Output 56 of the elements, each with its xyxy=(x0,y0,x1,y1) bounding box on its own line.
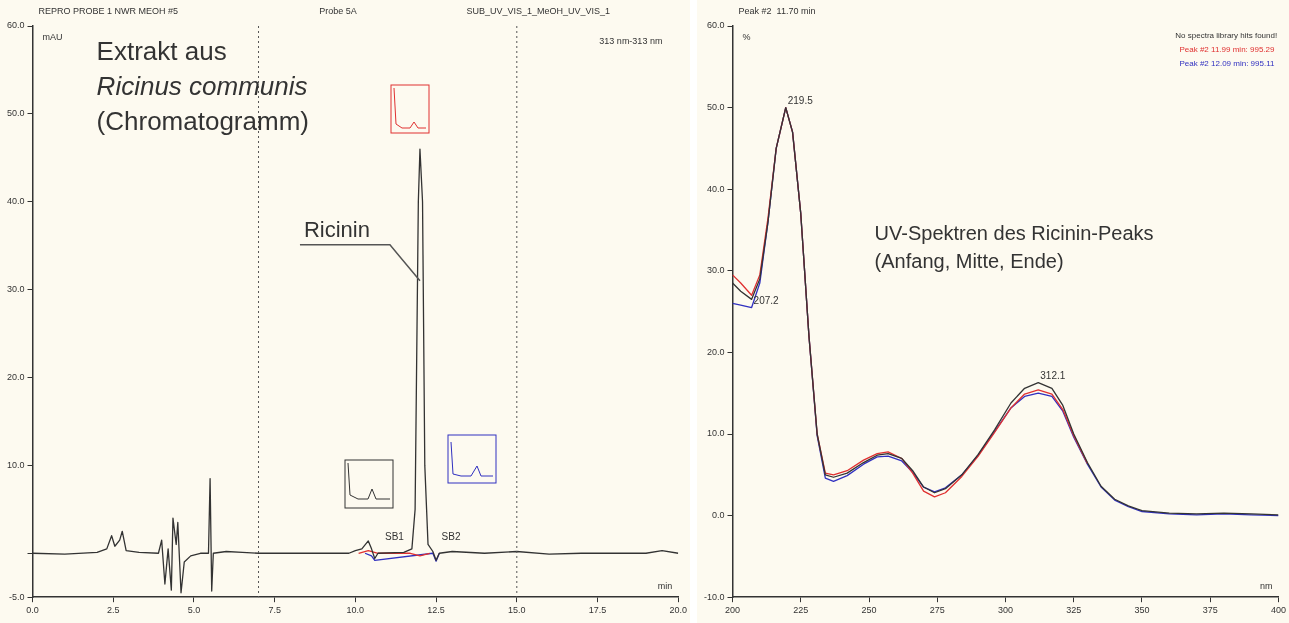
y-tick-label: 10.0 xyxy=(706,428,725,439)
y-tick-label: -5.0 xyxy=(9,591,25,602)
x-tick-label: 350 xyxy=(1134,605,1150,616)
annotation: Ricinin xyxy=(303,216,370,242)
y-axis-title: mAU xyxy=(42,32,63,42)
text: SUB_UV_VIS_1_MeOH_UV_VIS_1 xyxy=(466,6,610,16)
y-tick-label: 60.0 xyxy=(6,20,25,31)
annotation: (Anfang, Mitte, Ende) xyxy=(874,250,1064,272)
y-axis-title: % xyxy=(742,32,751,42)
x-axis-title: min xyxy=(657,581,673,592)
x-tick-label: 325 xyxy=(1066,605,1082,616)
annotation: 313 nm-313 nm xyxy=(599,36,663,46)
y-tick-label: 0.0 xyxy=(712,510,725,521)
x-tick-label: 10.0 xyxy=(346,605,365,616)
y-tick-label: 40.0 xyxy=(6,196,25,207)
x-tick-label: 5.0 xyxy=(187,605,201,616)
y-tick-label: 60.0 xyxy=(706,20,725,31)
x-tick-label: 300 xyxy=(997,605,1014,616)
annotation: (Chromatogramm) xyxy=(96,106,309,136)
annotation: Extrakt aus xyxy=(96,36,227,66)
y-tick-label: 50.0 xyxy=(706,102,725,113)
x-tick-label: 2.5 xyxy=(106,605,120,616)
text: Probe 5A xyxy=(319,6,357,16)
annotation: No spectra library hits found! xyxy=(1175,31,1278,40)
x-tick-label: 20.0 xyxy=(669,605,688,616)
x-tick-label: 15.0 xyxy=(508,605,526,616)
x-tick-label: 275 xyxy=(929,605,945,616)
x-tick-label: 0.0 xyxy=(26,605,39,616)
x-tick-label: 7.5 xyxy=(268,605,281,616)
chart-title: Peak #2 11.70 min xyxy=(738,6,816,16)
x-tick-label: 400 xyxy=(1270,605,1287,616)
y-tick-label: 30.0 xyxy=(706,265,725,276)
y-tick-label: -10.0 xyxy=(704,591,725,602)
text: Peak #2 11.99 min: 995.29 xyxy=(1179,45,1276,54)
x-tick-label: 200 xyxy=(725,605,741,616)
x-tick-label: 375 xyxy=(1202,605,1218,616)
annotation: 219.5 xyxy=(787,94,814,106)
annotation: SB2 xyxy=(441,531,461,542)
annotation: Ricinus communis xyxy=(96,71,308,101)
y-tick-label: 20.0 xyxy=(706,346,725,357)
text: Peak #2 12.09 min: 995.11 xyxy=(1179,59,1276,68)
y-tick-label: 20.0 xyxy=(6,371,25,382)
annotation: 207.2 xyxy=(753,294,780,306)
y-tick-label: 50.0 xyxy=(6,108,25,119)
annotation: UV-Spektren des Ricinin-Peaks xyxy=(874,222,1154,244)
x-tick-label: 250 xyxy=(861,605,877,616)
x-tick-label: 12.5 xyxy=(427,605,445,616)
y-tick-label: 30.0 xyxy=(6,284,25,295)
x-tick-label: 225 xyxy=(793,605,809,616)
y-tick-label: 10.0 xyxy=(6,459,25,470)
x-axis-title: nm xyxy=(1259,581,1273,592)
chart-title: REPRO PROBE 1 NWR MEOH #5 xyxy=(38,6,179,16)
annotation: 312.1 xyxy=(1040,369,1066,381)
annotation: SB1 xyxy=(385,531,405,542)
y-tick-label: 40.0 xyxy=(706,183,725,194)
x-tick-label: 17.5 xyxy=(588,605,607,616)
